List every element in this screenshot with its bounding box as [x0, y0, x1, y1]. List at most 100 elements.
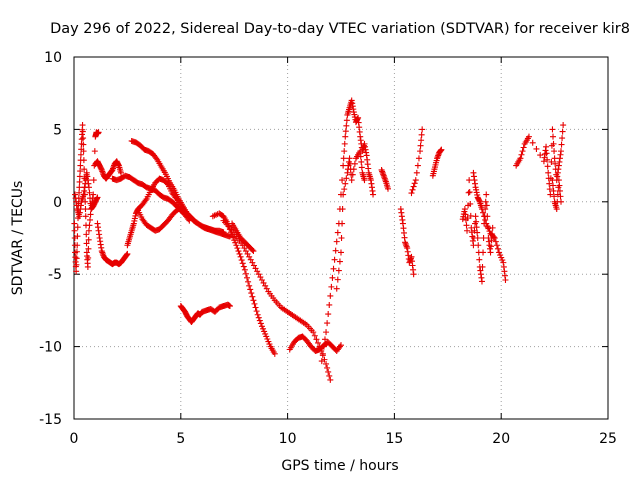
data-point: [533, 145, 540, 152]
data-point: [328, 283, 335, 290]
y-tick-labels: -15 -10 -5 0 5 10: [39, 50, 62, 428]
data-point: [546, 180, 553, 187]
data-point: [409, 186, 416, 193]
data-point: [77, 162, 84, 169]
data-point: [488, 237, 495, 244]
data-point: [74, 242, 81, 249]
data-point: [326, 372, 333, 379]
data-point: [318, 358, 325, 365]
x-tick-label: 25: [599, 431, 617, 447]
data-point: [350, 166, 357, 173]
data-point: [483, 202, 490, 209]
data-point: [483, 191, 490, 198]
data-point: [330, 265, 337, 272]
data-point: [71, 227, 78, 234]
data-point: [82, 206, 89, 213]
data-point: [413, 169, 420, 176]
data-point: [342, 133, 349, 140]
data-point: [324, 364, 331, 371]
data-point: [550, 187, 557, 194]
data-point: [558, 148, 565, 155]
data-point: [418, 137, 425, 144]
data-point: [551, 193, 558, 200]
data-point: [408, 190, 415, 197]
data-point: [518, 151, 525, 158]
data-point: [490, 233, 497, 240]
data-point: [558, 198, 565, 205]
data-point: [348, 177, 355, 184]
data-point: [77, 151, 84, 158]
data-point: [325, 368, 332, 375]
series-arc-1.8-to-5.5: [109, 172, 193, 224]
data-point: [549, 133, 556, 140]
data-point: [80, 157, 87, 164]
data-point: [502, 276, 509, 283]
series-arc-6.5-to-9.5: [209, 210, 278, 357]
data-point: [558, 141, 565, 148]
data-point: [489, 224, 496, 231]
data-point: [529, 139, 536, 146]
data-point: [544, 163, 551, 170]
data-point: [417, 148, 424, 155]
data-point: [254, 311, 261, 318]
data-point: [91, 148, 98, 155]
data-point: [480, 209, 487, 216]
data-point: [340, 155, 347, 162]
data-point: [549, 126, 556, 133]
data-point: [358, 164, 365, 171]
data-point: [327, 292, 334, 299]
data-point: [310, 329, 317, 336]
data-point: [85, 245, 92, 252]
data-point: [85, 236, 92, 243]
data-point: [479, 263, 486, 270]
data-point: [339, 177, 346, 184]
data-point: [342, 128, 349, 135]
data-point: [226, 303, 233, 310]
data-point: [559, 128, 566, 135]
data-point: [334, 229, 341, 236]
data-point: [341, 186, 348, 193]
data-point: [463, 222, 470, 229]
data-point: [462, 211, 469, 218]
data-point: [549, 177, 556, 184]
data-point: [255, 314, 262, 321]
data-point: [478, 278, 485, 285]
data-point: [341, 140, 348, 147]
data-point: [555, 177, 562, 184]
data-point: [466, 177, 473, 184]
data-point: [333, 285, 340, 292]
data-point: [553, 206, 560, 213]
data-point: [517, 155, 524, 162]
data-point: [324, 320, 331, 327]
data-point: [557, 193, 564, 200]
series-arc-early-cluster: [71, 122, 102, 275]
data-point: [71, 220, 78, 227]
data-point: [87, 216, 94, 223]
data-point: [340, 162, 347, 169]
data-point: [257, 320, 264, 327]
data-point: [478, 206, 485, 213]
data-point: [338, 342, 344, 349]
data-point: [343, 122, 350, 129]
data-point: [90, 177, 97, 184]
chart-title: Day 296 of 2022, Sidereal Day-to-day VTE…: [50, 21, 630, 37]
y-tick-label: 10: [44, 50, 62, 66]
data-point: [559, 135, 566, 142]
data-point: [94, 194, 101, 201]
data-point: [473, 224, 480, 231]
data-point: [361, 177, 368, 184]
data-point: [488, 243, 495, 250]
series-arc-18-19.6: [459, 177, 496, 285]
x-tick-label: 15: [385, 431, 403, 447]
data-point: [346, 155, 353, 162]
series-arc-5-to-7.3: [177, 301, 233, 325]
data-point: [472, 213, 479, 220]
data-point: [465, 189, 472, 196]
data-point: [323, 360, 330, 367]
data-point: [76, 173, 83, 180]
data-point: [242, 270, 249, 277]
y-tick-label: 0: [53, 195, 62, 211]
data-point: [349, 171, 356, 178]
data-point: [176, 205, 183, 212]
